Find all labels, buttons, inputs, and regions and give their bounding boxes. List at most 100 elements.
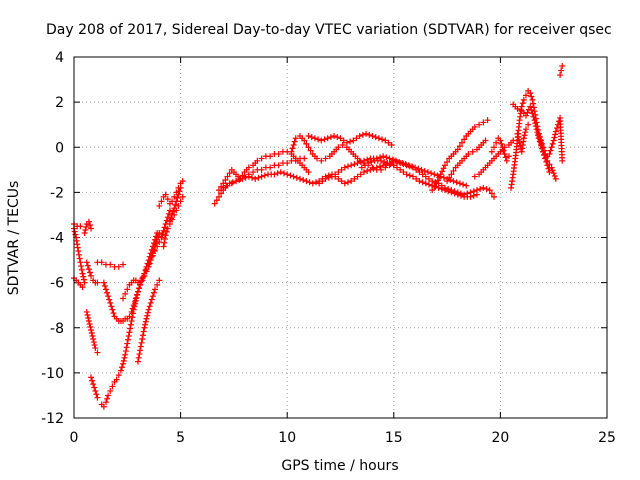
data-point [123, 344, 130, 351]
data-point [220, 184, 227, 191]
data-point [454, 189, 461, 196]
data-point [389, 156, 396, 163]
data-point [296, 175, 303, 182]
data-point [465, 151, 472, 158]
data-point [454, 146, 461, 153]
data-point [354, 160, 361, 167]
data-point [152, 236, 159, 243]
data-point [379, 136, 386, 143]
data-point [484, 117, 491, 124]
data-point [158, 234, 165, 241]
series-arc-v [358, 157, 480, 200]
data-point [303, 140, 310, 147]
data-point [522, 126, 529, 133]
data-point [255, 174, 262, 181]
data-point [222, 176, 229, 183]
data-point [480, 119, 487, 126]
data-point [150, 289, 157, 296]
data-point [376, 154, 383, 161]
data-point [224, 173, 231, 180]
data-point [284, 160, 291, 167]
data-point [457, 190, 464, 197]
data-point [86, 222, 93, 229]
series-arc-t [305, 130, 395, 148]
data-point [382, 164, 389, 171]
data-point [364, 167, 371, 174]
data-point [249, 174, 256, 181]
data-point [86, 320, 93, 327]
data-point [409, 164, 416, 171]
data-point [325, 174, 332, 181]
data-point [440, 165, 447, 172]
data-point [393, 164, 400, 171]
data-point [383, 154, 390, 161]
data-point [127, 325, 134, 332]
data-point [163, 217, 170, 224]
data-point [88, 330, 95, 337]
data-point [384, 160, 391, 167]
data-point [305, 144, 312, 151]
data-point [136, 285, 143, 292]
data-point [438, 182, 445, 189]
data-point [547, 147, 554, 154]
data-point [88, 225, 95, 232]
data-point [403, 171, 410, 178]
data-point [548, 164, 555, 171]
data-point [142, 267, 149, 274]
data-point [90, 339, 97, 346]
data-point [433, 180, 440, 187]
data-point [413, 166, 420, 173]
data-point [291, 138, 298, 145]
data-point [387, 161, 394, 168]
data-point [89, 377, 96, 384]
data-point [559, 157, 566, 164]
data-point [365, 160, 372, 167]
data-point [357, 158, 364, 165]
data-point [322, 175, 329, 182]
series-arc-s [288, 132, 397, 173]
data-point [522, 129, 529, 136]
data-point [91, 342, 98, 349]
data-point [403, 162, 410, 169]
data-point [520, 96, 527, 103]
data-point [381, 158, 388, 165]
data-point [331, 132, 338, 139]
data-point [147, 299, 154, 306]
data-point [483, 185, 490, 192]
data-point [546, 161, 553, 168]
data-point [115, 263, 122, 270]
data-point [105, 293, 112, 300]
data-point [81, 229, 88, 236]
data-point [306, 179, 313, 186]
y-tick-label: 4 [55, 50, 64, 66]
data-point [115, 372, 122, 379]
data-point [461, 191, 468, 198]
data-point [380, 153, 387, 160]
data-point [109, 306, 116, 313]
data-point [337, 135, 344, 142]
data-point [117, 367, 124, 374]
data-point [90, 336, 97, 343]
data-point [545, 165, 552, 172]
data-point [170, 208, 177, 215]
data-point [424, 169, 431, 176]
data-point [289, 145, 296, 152]
data-point [439, 168, 446, 175]
data-point [158, 198, 165, 205]
data-point [88, 327, 95, 334]
data-point [525, 121, 532, 128]
data-point [131, 298, 138, 305]
data-point [281, 170, 288, 177]
y-tick-label: -4 [50, 231, 64, 247]
data-point [245, 164, 252, 171]
data-point [533, 126, 540, 133]
data-point [133, 292, 140, 299]
data-point [258, 155, 265, 162]
y-axis-title: SDTVAR / TECUs [6, 181, 22, 296]
data-point [393, 158, 400, 165]
data-point [353, 135, 360, 142]
x-tick-label: 20 [491, 430, 509, 446]
data-point [120, 357, 127, 364]
data-point [529, 96, 536, 103]
